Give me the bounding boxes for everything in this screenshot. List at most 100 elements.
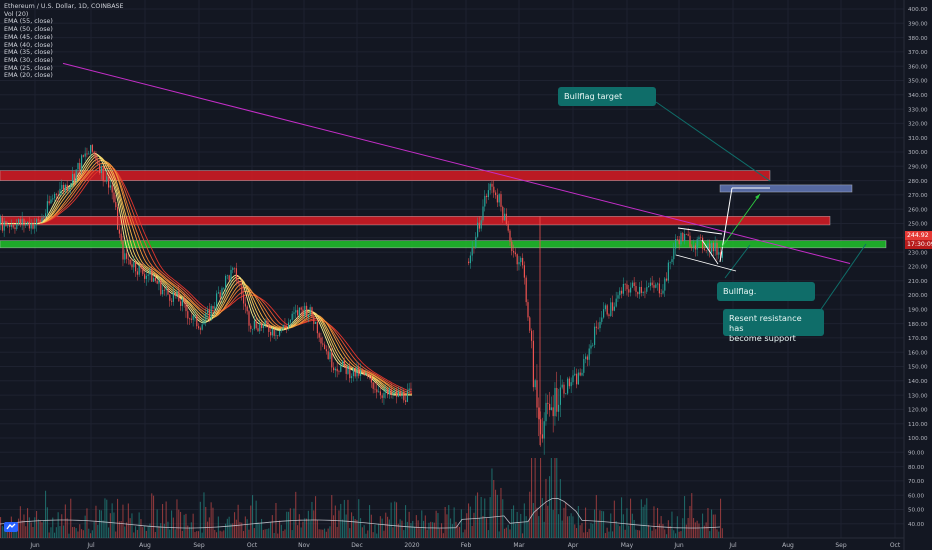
candle-body [223, 287, 225, 289]
candle-body [336, 368, 338, 372]
indicator-ema-45[interactable]: EMA (45, close) [4, 33, 53, 41]
volume-bar [603, 511, 605, 538]
candle-body [304, 305, 306, 316]
volume-bar [88, 528, 90, 538]
x-tick-label: 2020 [404, 542, 419, 549]
indicator-vol[interactable]: Vol (20) [4, 10, 29, 18]
candle-body [367, 373, 369, 376]
indicator-ema-35[interactable]: EMA (35, close) [4, 49, 53, 57]
candle-body [129, 259, 131, 265]
volume-bar [595, 495, 597, 538]
candle-body [482, 206, 484, 221]
candle-body [408, 388, 410, 391]
volume-bar [185, 513, 187, 538]
volume-bar [502, 499, 504, 538]
candle-body [279, 330, 281, 336]
candle-body [208, 309, 210, 319]
candle-body [199, 328, 201, 330]
volume-bar [275, 502, 277, 538]
volume-bar [298, 514, 300, 538]
candle-body [273, 329, 275, 336]
indicator-ema-30[interactable]: EMA (30, close) [4, 56, 53, 64]
note-support[interactable]: Resent resistance has become support [723, 309, 824, 343]
volume-bar [327, 528, 329, 538]
x-tick-label: Oct [247, 542, 258, 549]
candle-body [18, 219, 20, 224]
candle-body [185, 302, 187, 312]
volume-bar [397, 523, 399, 538]
x-tick-label: Dec [351, 542, 363, 549]
volume-bar [306, 518, 308, 538]
bullflag-upper-line [677, 227, 723, 235]
candle-body [543, 421, 545, 439]
volume-bar [82, 530, 84, 538]
candle-body [88, 153, 90, 155]
candle-body [160, 280, 162, 295]
indicator-ema-20[interactable]: EMA (20, close) [4, 72, 53, 80]
candle-body [653, 285, 655, 288]
candle-body [666, 278, 668, 281]
indicator-ema-40[interactable]: EMA (40, close) [4, 41, 53, 49]
volume-bar [662, 523, 664, 538]
volume-bar [430, 521, 432, 538]
candle-body [658, 283, 660, 294]
volume-bar [464, 529, 466, 538]
volume-bar [106, 499, 108, 538]
candle-body [685, 234, 687, 235]
x-tick-label: Jun [29, 542, 40, 549]
volume-bar [16, 527, 18, 538]
candle-body [675, 238, 677, 249]
volume-bar [448, 505, 450, 538]
candle-body [606, 305, 608, 315]
candle-body [270, 331, 272, 336]
volume-bar [207, 521, 209, 538]
y-tick-label: 250.00 [908, 222, 928, 228]
candle-body [505, 213, 507, 224]
candle-body [709, 243, 711, 253]
volume-bar [268, 528, 270, 538]
volume-bar [266, 528, 268, 538]
candle-body [669, 262, 671, 263]
candle-body [136, 271, 138, 275]
candle-body [621, 290, 623, 294]
note-connector-support [814, 243, 867, 319]
candle-body [388, 388, 390, 395]
candle-body [246, 306, 248, 312]
candle-body [563, 384, 565, 394]
candle-body [284, 324, 286, 327]
volume-bar [401, 520, 403, 538]
candle-body [361, 369, 363, 372]
candle-body [410, 388, 412, 391]
volume-bar [342, 519, 344, 538]
volume-bar [262, 529, 264, 538]
x-tick-label: Jun [673, 542, 684, 549]
volume-bar [244, 516, 246, 538]
candle-body [21, 218, 23, 225]
volume-bar [493, 480, 495, 538]
volume-bar [226, 518, 228, 538]
volume-bar [437, 513, 439, 538]
volume-bar [61, 514, 63, 538]
volume-bar [126, 522, 128, 538]
note-bullflag-target[interactable]: Bullflag target [558, 87, 656, 106]
volume-bar [478, 517, 480, 538]
volume-bar [487, 530, 489, 538]
countdown-badge: 17:30:09 [905, 240, 932, 249]
volume-bar [192, 513, 194, 538]
note-bullflag[interactable]: Bullflag. [717, 282, 815, 301]
candle-body [194, 315, 196, 316]
symbol-title[interactable]: Ethereum / U.S. Dollar, 1D, COINBASE [4, 3, 124, 10]
volume-bar [212, 507, 214, 538]
indicator-ema-55[interactable]: EMA (55, close) [4, 18, 53, 26]
candle-body [520, 257, 522, 263]
volume-bar [12, 527, 14, 538]
volume-bar [356, 519, 358, 538]
volume-bar [576, 528, 578, 538]
indicator-ema-50[interactable]: EMA (50, close) [4, 26, 53, 34]
volume-bar [358, 499, 360, 538]
volume-bar [498, 531, 500, 538]
indicator-ema-25[interactable]: EMA (25, close) [4, 64, 53, 72]
y-tick-label: 80.00 [908, 465, 924, 471]
